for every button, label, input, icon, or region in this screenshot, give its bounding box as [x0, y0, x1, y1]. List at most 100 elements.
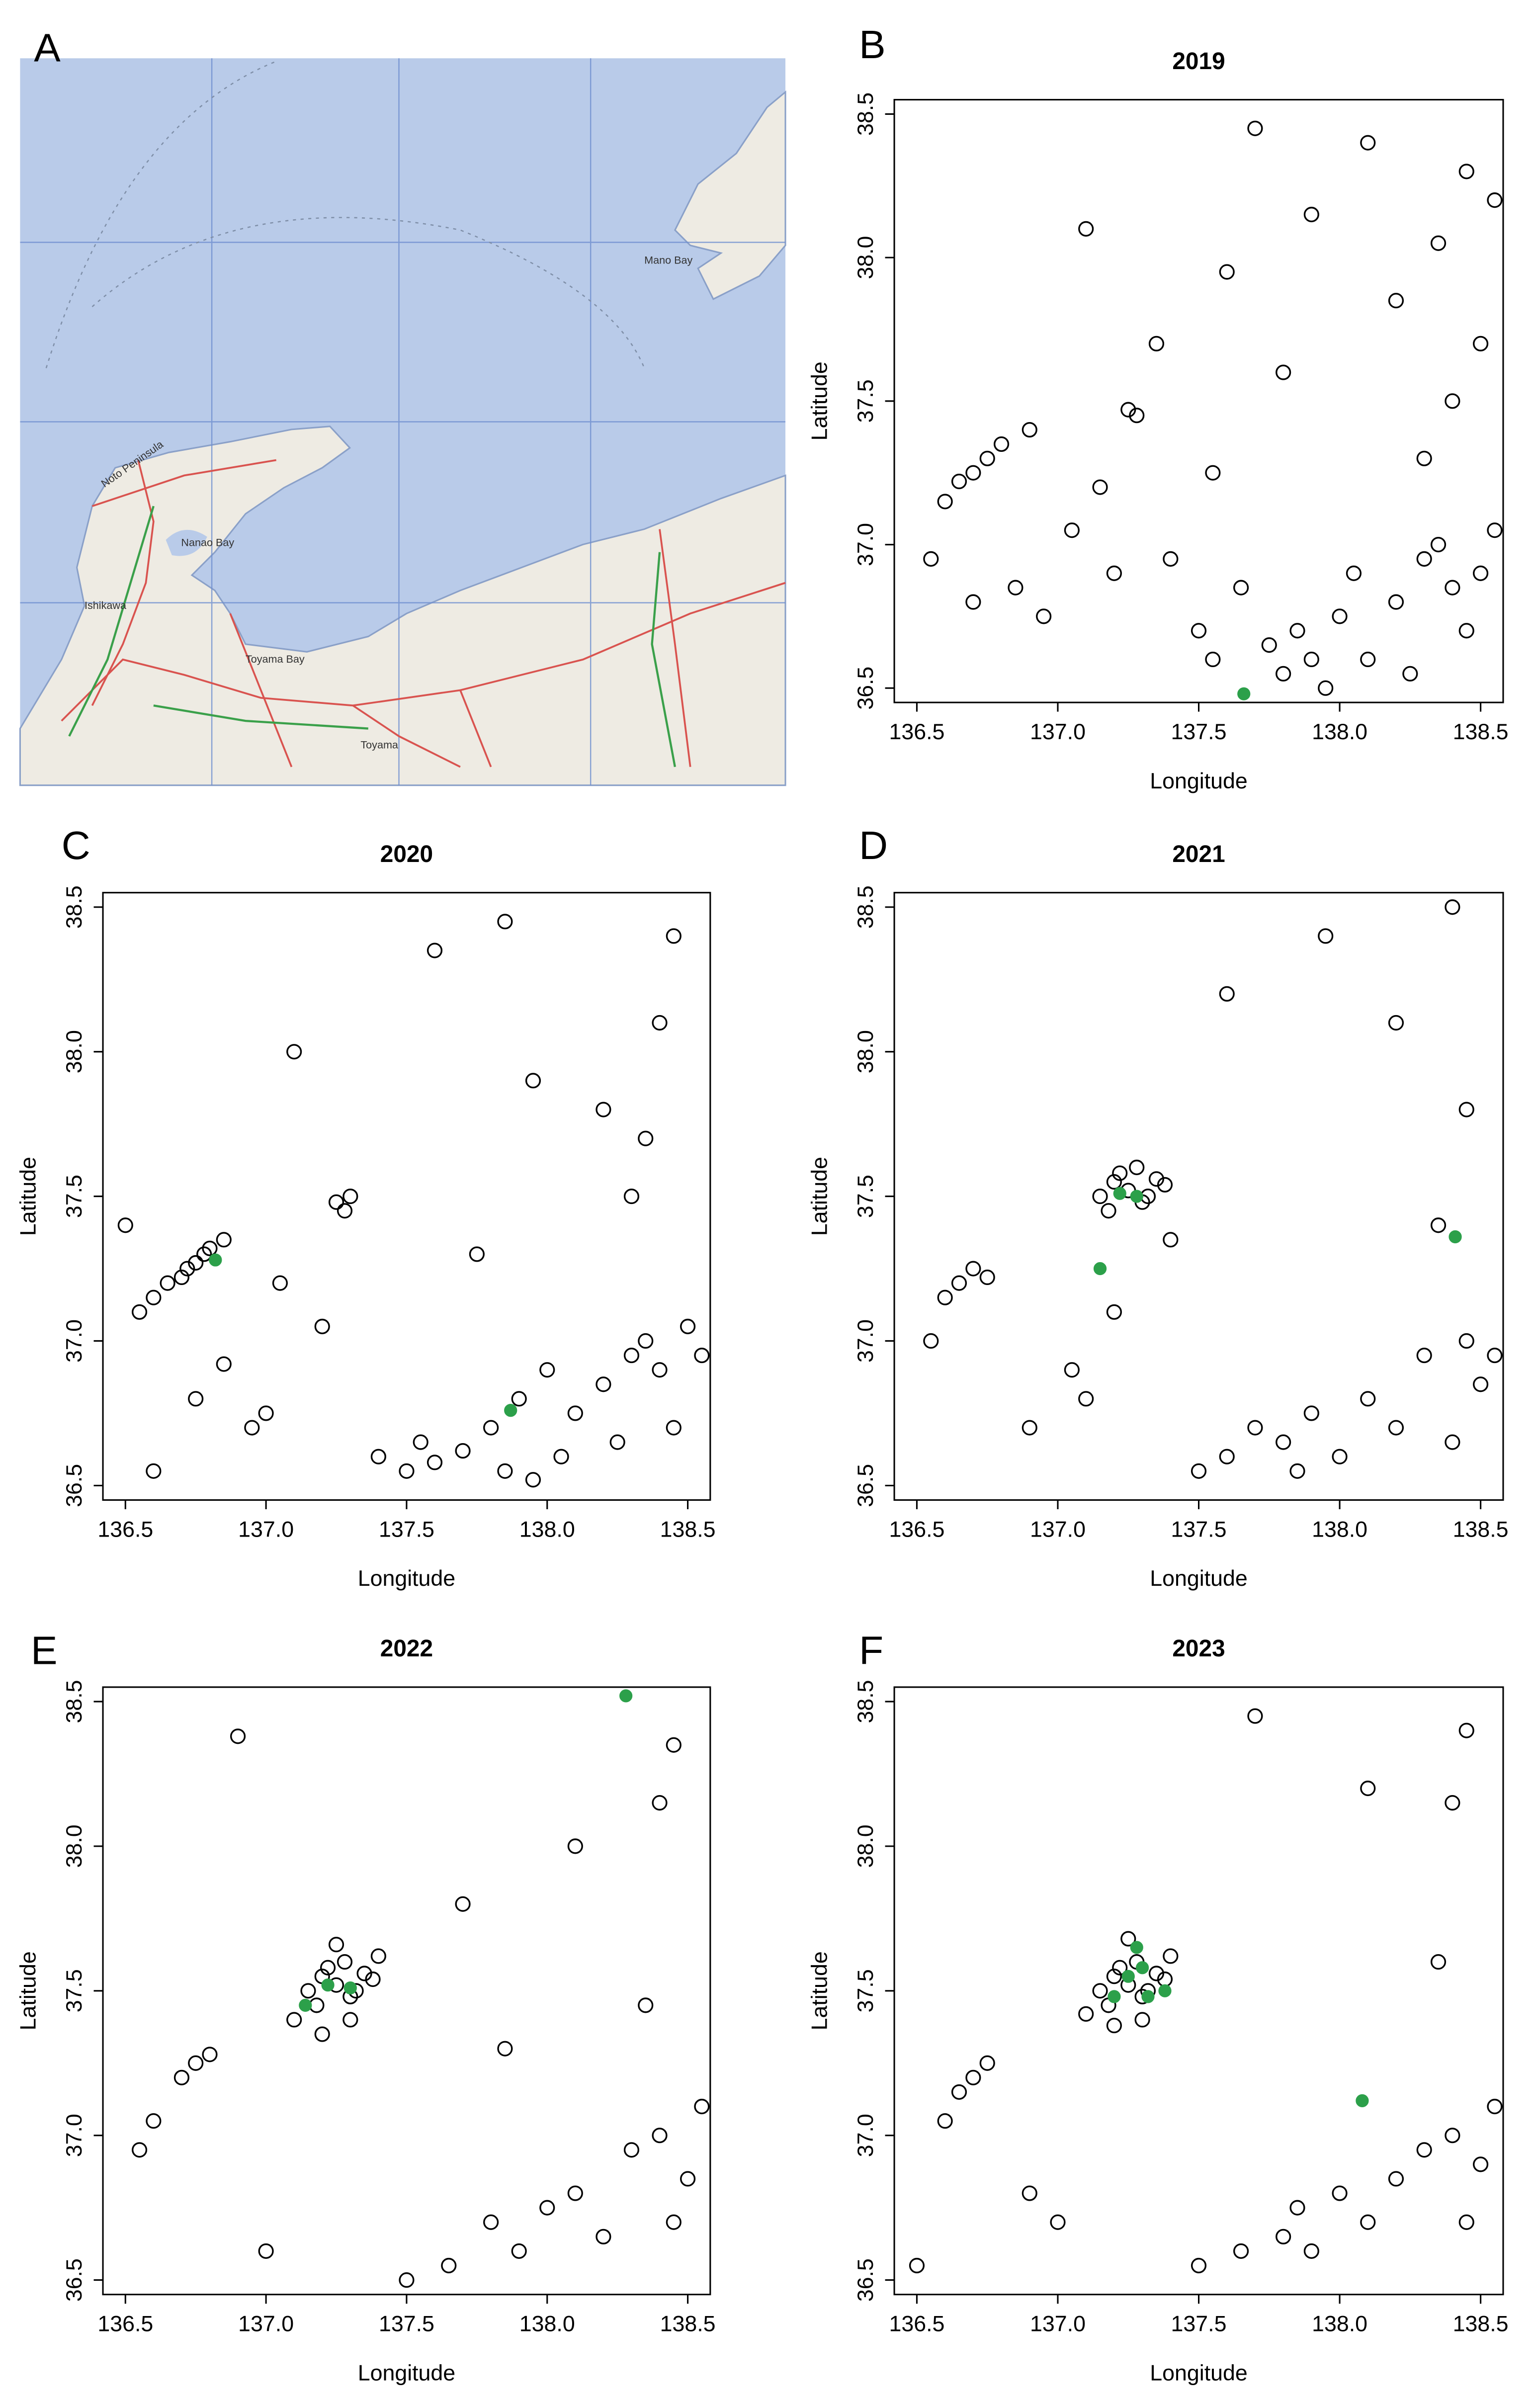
point: [1113, 1187, 1126, 1200]
x-tick-label: 137.5: [379, 1518, 434, 1542]
x-tick-label: 138.0: [1312, 720, 1367, 744]
point: [1163, 551, 1179, 567]
point: [1449, 1230, 1462, 1244]
point: [342, 1188, 358, 1204]
point: [483, 2214, 499, 2230]
point: [1360, 1780, 1376, 1797]
y-tick-label: 37.5: [62, 1175, 86, 1218]
point: [1473, 1376, 1489, 1392]
points: [909, 1708, 1503, 2274]
point: [1458, 2214, 1474, 2230]
point: [652, 1362, 668, 1378]
point: [321, 1978, 335, 1992]
plot-frame: [893, 99, 1504, 703]
point: [965, 465, 981, 481]
point: [1135, 1961, 1149, 1975]
point: [1332, 2185, 1348, 2201]
point: [1473, 2156, 1489, 2172]
point: [286, 2012, 302, 2028]
point: [209, 1253, 222, 1267]
point: [1473, 565, 1489, 581]
point: [1106, 1969, 1122, 1984]
point: [370, 1449, 386, 1464]
point: [1129, 408, 1145, 424]
x-tick-label: 137.0: [238, 2312, 294, 2336]
point: [623, 1188, 640, 1204]
scatter-panel: B 2019 Longitude Latitude 136.5 137.0 137.5 138…: [807, 22, 1508, 793]
point: [1120, 402, 1136, 418]
points: [923, 899, 1503, 1479]
point: [497, 2041, 513, 2057]
points: [131, 1689, 710, 2288]
chart-title: 2020: [380, 841, 433, 867]
x-tick-label: 137.5: [1171, 1518, 1227, 1542]
point: [1141, 1990, 1155, 2003]
chart-title: 2022: [380, 1635, 433, 1662]
point: [1106, 1174, 1122, 1190]
point: [623, 2142, 640, 2158]
y-axis-label: Latitude: [16, 1157, 40, 1236]
x-axis-label: Longitude: [1150, 2361, 1247, 2385]
plot-frame: [102, 892, 711, 1501]
point: [146, 1463, 162, 1479]
point: [455, 1443, 471, 1459]
x-axis-label: Longitude: [1150, 1566, 1247, 1591]
point: [1008, 580, 1023, 596]
point: [1121, 1970, 1135, 1983]
point: [1416, 2142, 1432, 2158]
point: [619, 1689, 633, 1703]
point: [1360, 651, 1376, 668]
point: [1022, 422, 1037, 438]
y-tick-label: 38.0: [62, 1824, 86, 1868]
point: [1388, 293, 1404, 309]
x-tick-label: 138.5: [1453, 1518, 1509, 1542]
point: [188, 1391, 204, 1407]
point: [426, 1455, 443, 1470]
point: [1445, 2128, 1460, 2144]
point: [272, 1275, 288, 1291]
panel-label: A: [34, 25, 61, 70]
point: [596, 2229, 611, 2244]
point: [1247, 120, 1263, 136]
point: [1130, 1190, 1143, 1203]
point: [965, 1261, 981, 1277]
point: [216, 1356, 232, 1372]
point: [1276, 2229, 1291, 2244]
point: [909, 2257, 925, 2274]
plot-frame: [893, 892, 1504, 1501]
point: [1219, 1449, 1235, 1464]
point: [196, 1246, 212, 1262]
point: [1458, 164, 1474, 179]
point: [1458, 1722, 1474, 1738]
x-tick-label: 137.0: [238, 1518, 294, 1542]
point: [1219, 986, 1235, 1002]
point: [937, 1290, 953, 1305]
map-roads: [61, 459, 786, 768]
point: [1163, 1948, 1179, 1964]
point: [173, 2069, 190, 2085]
point: [1129, 1159, 1145, 1175]
x-tick-label: 136.5: [889, 2312, 944, 2336]
point: [965, 594, 981, 610]
point: [1247, 1708, 1263, 1724]
point: [1289, 623, 1305, 639]
point: [694, 2098, 710, 2115]
point: [1092, 1188, 1108, 1204]
point: [173, 1269, 190, 1286]
x-tick-label: 138.0: [519, 1518, 575, 1542]
point: [652, 1795, 668, 1811]
x-tick-label: 138.5: [1453, 2312, 1509, 2336]
y-tick-label: 36.5: [62, 1464, 86, 1507]
point: [1445, 393, 1460, 409]
y-axis-label: Latitude: [807, 1157, 832, 1236]
point: [1219, 264, 1235, 280]
point: [511, 1391, 527, 1407]
point: [1157, 1177, 1173, 1193]
point: [1106, 2018, 1122, 2034]
point: [1078, 1391, 1094, 1407]
point: [1092, 1983, 1108, 1999]
point: [1289, 2200, 1305, 2216]
point: [202, 2047, 218, 2063]
point: [1106, 565, 1122, 581]
point: [1078, 2006, 1094, 2022]
